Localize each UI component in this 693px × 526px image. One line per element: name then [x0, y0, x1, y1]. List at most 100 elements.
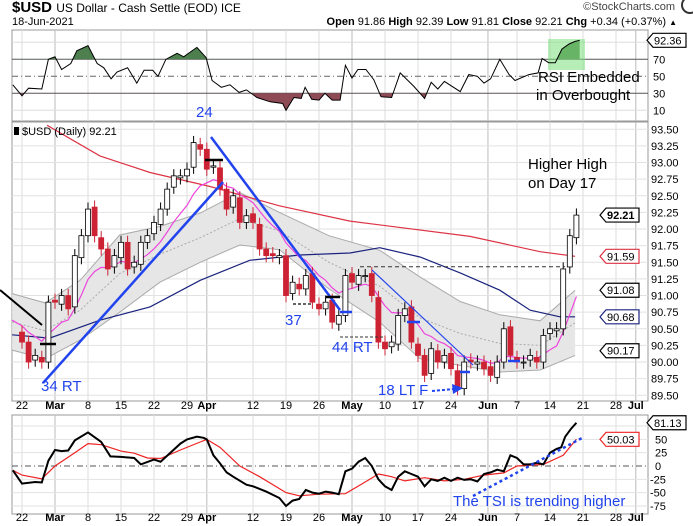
candle-body: [487, 366, 494, 376]
value-label-box: [599, 248, 640, 264]
symbol: $USD: [12, 0, 53, 16]
candle-body: [434, 350, 441, 363]
candle-body: [566, 235, 573, 268]
date-tick-label: 12: [247, 512, 259, 524]
date-tick-label: 15: [115, 512, 127, 524]
price-tick-label: 91.25: [651, 274, 679, 286]
uptrend-line: [42, 181, 224, 384]
candle-body: [19, 331, 25, 343]
candle-body: [474, 361, 481, 365]
bollinger-upper: [11, 191, 576, 322]
candle-body: [283, 255, 289, 296]
candle-body: [144, 235, 151, 243]
value-label-box: [599, 309, 640, 325]
date-tick-label: 28: [610, 512, 622, 524]
rsi-tick-label: 70: [653, 54, 665, 66]
date-tick-label: 8: [85, 400, 91, 412]
candle-body: [573, 214, 580, 239]
rsi-panel: [11, 29, 649, 122]
chg-label: Chg: [565, 16, 588, 28]
date-tick-label: 29: [181, 400, 193, 412]
candle-body: [250, 213, 256, 223]
annotation-18ltf: 18 LT F: [378, 382, 428, 399]
candle-body: [289, 281, 296, 294]
candle-body: [25, 341, 32, 363]
candle-body: [177, 175, 184, 179]
high-value: 92.39: [415, 16, 444, 28]
candle-body: [302, 275, 309, 290]
candle-body: [217, 167, 223, 190]
date-tick-label: 15: [115, 400, 127, 412]
value-label-box: [599, 431, 640, 447]
candle-body: [38, 356, 45, 363]
date-tick-label: 22: [148, 512, 160, 524]
candle-body: [408, 306, 415, 343]
value-label-text: 90.17: [607, 346, 635, 358]
ma50-line: [12, 247, 576, 339]
date-tick-label: Jun: [478, 400, 498, 412]
price-value-label: 90.17: [599, 343, 640, 359]
date-tick-label: 24: [445, 512, 457, 524]
price-legend: $USD (Daily) 92.21: [22, 126, 117, 138]
settings-icon[interactable]: [681, 0, 693, 14]
candle-body: [448, 353, 454, 370]
rsi-tick-label: 10: [653, 105, 665, 117]
candle-body: [236, 197, 243, 223]
candle-body: [91, 206, 98, 237]
candle-body: [401, 308, 408, 316]
candle-body: [256, 223, 263, 250]
value-label-box: [646, 415, 687, 431]
price-tick-label: 90.25: [651, 340, 679, 352]
chart-date: 18-Jun-2021: [12, 16, 74, 28]
annotation-24: 24: [196, 104, 213, 121]
candle-body: [111, 255, 118, 268]
rsi-annotation-line2: in Overbought: [536, 87, 631, 104]
price-tick-label: 89.75: [651, 374, 679, 386]
close-value: 92.21: [535, 16, 563, 28]
date-tick-label: 14: [544, 400, 556, 412]
date-tick-label: May: [341, 400, 363, 412]
date-tick-label: 19: [280, 400, 292, 412]
downtrend-line-2: [371, 269, 474, 366]
tsi-signal-line: [12, 438, 577, 497]
date-tick-label: Jun: [478, 512, 498, 524]
value-label-box: [599, 282, 640, 298]
downtrend-line: [209, 136, 342, 311]
date-tick-label: 14: [544, 512, 556, 524]
value-label-text: 50.03: [607, 434, 635, 446]
candle-body: [527, 354, 534, 361]
price-tick-label: 90.00: [651, 357, 679, 369]
candle-body: [71, 255, 78, 308]
candle-body: [131, 261, 138, 268]
date-tick-label: 10: [379, 400, 391, 412]
price-tick-label: 91.50: [651, 257, 679, 269]
price-tick-label: 93.25: [651, 141, 679, 153]
candle-body: [78, 235, 85, 259]
candle-body: [243, 215, 250, 223]
price-value-label: 90.68: [599, 309, 640, 325]
price-tick-label: 92.00: [651, 224, 679, 236]
candle-body: [118, 241, 124, 259]
candle-body: [382, 341, 388, 350]
date-tick-label: 17: [412, 512, 424, 524]
date-tick-label: 22: [148, 400, 160, 412]
date-tick-label: Mar: [45, 512, 65, 524]
value-label-text: 92.21: [607, 210, 635, 222]
candle-body: [296, 283, 303, 290]
date-tick-label: 8: [85, 512, 91, 524]
price-tick-label: 91.75: [651, 241, 679, 253]
dotted-arrow-line: [431, 388, 455, 392]
instrument-name: US Dollar - Cash Settle (EOD) ICE: [56, 1, 241, 15]
tsi-tick-label: -50: [650, 488, 666, 500]
tsi-tick-label: -25: [650, 474, 666, 486]
candle-body: [85, 208, 91, 237]
brand[interactable]: ©StockCharts.com: [583, 1, 675, 13]
date-tick-label: 17: [412, 400, 424, 412]
candle-legend-icon: [14, 127, 19, 135]
price-tick-label: 93.50: [651, 124, 679, 136]
up-arrow-icon: ▲: [669, 18, 677, 27]
high-label: High: [388, 16, 413, 28]
date-tick-label: 24: [445, 400, 457, 412]
price-tick-label: 90.50: [651, 324, 679, 336]
